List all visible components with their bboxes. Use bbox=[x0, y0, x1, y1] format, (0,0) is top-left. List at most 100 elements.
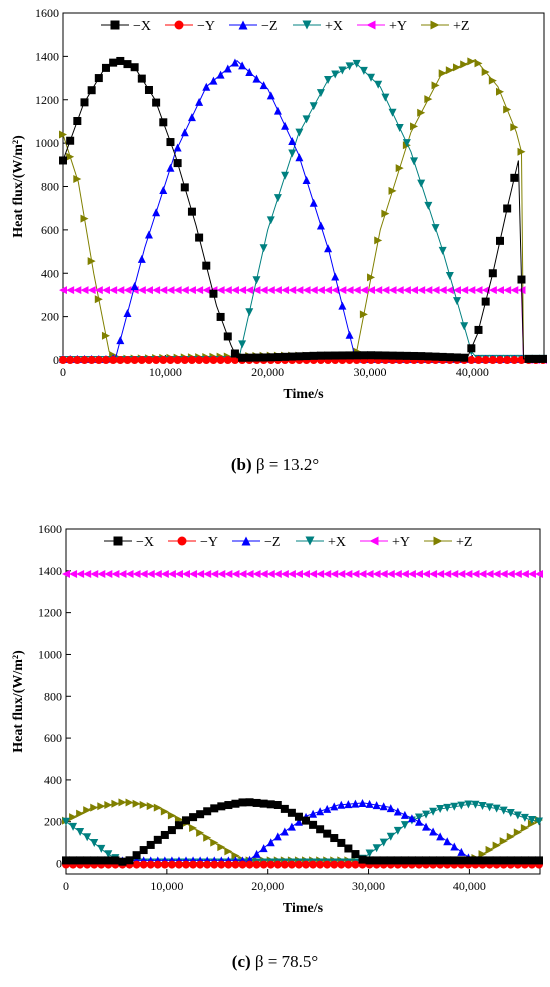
chart-b-data-point bbox=[438, 69, 447, 78]
chart-c-data-point bbox=[443, 803, 452, 812]
chart-b-data-point bbox=[281, 352, 290, 361]
chart-c-xtick-label: 10,000 bbox=[150, 879, 183, 893]
chart-c-x-axis-label: Time/s bbox=[283, 901, 324, 916]
chart-b-data-point bbox=[166, 356, 175, 364]
chart-c-data-point bbox=[520, 569, 529, 578]
chart-b-data-point bbox=[116, 356, 125, 364]
chart-b-data-point bbox=[338, 351, 347, 360]
chart-b-data-point bbox=[66, 286, 75, 295]
chart-b-ytick-label: 1200 bbox=[35, 93, 59, 107]
chart-panel-b: 0 200 400 600 800 1000 1200 1400 1600 0 10,000 20,0… bbox=[0, 0, 550, 480]
chart-b-data-point bbox=[209, 356, 218, 364]
chart-b-data-point bbox=[309, 351, 318, 360]
chart-c-data-point bbox=[422, 856, 431, 865]
chart-b-legend-marker bbox=[110, 20, 120, 30]
chart-b-data-point bbox=[531, 354, 540, 363]
chart-b-data-point bbox=[187, 356, 196, 364]
chart-b-data-point bbox=[59, 130, 67, 139]
chart-b-data-point bbox=[352, 286, 361, 295]
chart-b-data-point bbox=[517, 147, 526, 156]
chart-c-data-point bbox=[160, 569, 169, 578]
chart-b-data-point bbox=[80, 356, 89, 364]
chart-c-data-point bbox=[407, 856, 416, 865]
chart-b-data-point bbox=[503, 204, 512, 213]
chart-c-data-point bbox=[436, 856, 445, 865]
chart-b-data-point bbox=[431, 224, 440, 233]
chart-c-data-point bbox=[97, 856, 106, 865]
chart-c-data-point bbox=[224, 569, 233, 578]
chart-b-data-point bbox=[281, 286, 290, 295]
chart-b-data-point bbox=[331, 70, 340, 79]
chart-b-data-point bbox=[331, 286, 340, 295]
chart-b-data-point bbox=[417, 352, 426, 361]
chart-c-data-point bbox=[414, 569, 423, 578]
chart-b-data-point bbox=[467, 356, 476, 364]
chart-b-data-point bbox=[352, 351, 361, 360]
chart-b-data-point bbox=[374, 351, 383, 360]
chart-b-data-point bbox=[309, 198, 318, 207]
chart-c-legend-marker bbox=[113, 536, 123, 546]
chart-c-data-point bbox=[534, 569, 543, 578]
chart-c-data-point bbox=[196, 810, 205, 819]
chart-b-data-point bbox=[495, 87, 504, 96]
chart-c-data-point bbox=[266, 838, 275, 847]
chart-b-data-point bbox=[101, 286, 110, 295]
chart-c-data-point bbox=[492, 856, 501, 865]
chart-c-data-point bbox=[280, 569, 289, 578]
chart-c-data-point bbox=[118, 857, 127, 866]
chart-c-data-point bbox=[160, 830, 169, 839]
chart-b-data-point bbox=[338, 66, 347, 75]
chart-c-data-point bbox=[379, 838, 388, 847]
chart-b-data-point bbox=[245, 308, 254, 317]
chart-b-data-point bbox=[202, 261, 211, 270]
chart-c-data-point bbox=[167, 569, 176, 578]
chart-b-data-point bbox=[338, 286, 347, 295]
chart-c-data-point bbox=[189, 824, 198, 832]
chart-b-data-point bbox=[438, 352, 447, 361]
chart-b-data-point bbox=[410, 286, 419, 295]
chart-c-data-point bbox=[153, 860, 162, 869]
chart-b-data-point bbox=[453, 297, 462, 306]
chart-c-data-point bbox=[323, 829, 332, 838]
chart-b-legend-label: −Z bbox=[261, 19, 277, 34]
chart-c-data-point bbox=[146, 569, 155, 578]
chart-b-data-point bbox=[173, 159, 182, 168]
chart-c-data-point bbox=[69, 813, 78, 822]
chart-b-data-point bbox=[288, 136, 297, 145]
chart-c-data-point bbox=[76, 809, 85, 818]
chart-c-data-point bbox=[238, 798, 247, 807]
chart-c-data-point bbox=[217, 569, 226, 578]
chart-c-data-point bbox=[167, 826, 176, 835]
chart-b-data-point bbox=[73, 356, 82, 364]
chart-b-data-point bbox=[288, 352, 297, 361]
chart-c-data-point bbox=[351, 850, 360, 859]
chart-b-data-point bbox=[266, 91, 275, 100]
chart-c-data-point bbox=[217, 843, 226, 852]
chart-b-data-point bbox=[144, 85, 153, 94]
chart-b-legend-marker bbox=[430, 20, 440, 30]
chart-b-data-point bbox=[467, 286, 476, 295]
chart-c-ytick-label: 1000 bbox=[38, 647, 62, 661]
chart-c-data-point bbox=[527, 569, 536, 578]
chart-b-data-point bbox=[130, 63, 139, 72]
chart-b-data-point bbox=[109, 58, 118, 67]
chart-b-ytick-label: 1400 bbox=[35, 49, 59, 63]
chart-b-data-point bbox=[116, 286, 125, 295]
chart-c-data-point bbox=[471, 856, 480, 865]
chart-b-series-0 bbox=[59, 56, 547, 363]
chart-b-data-point bbox=[209, 76, 218, 85]
chart-b-data-point bbox=[195, 286, 204, 295]
chart-b-data-point bbox=[488, 356, 497, 364]
chart-b-data-point bbox=[273, 106, 282, 115]
chart-c-data-point bbox=[111, 569, 120, 578]
chart-c-data-point bbox=[174, 821, 183, 830]
chart-b-ytick-label: 200 bbox=[41, 310, 59, 324]
chart-c-data-point bbox=[252, 798, 261, 807]
chart-c-data-point bbox=[259, 844, 268, 853]
chart-c-data-point bbox=[372, 844, 381, 853]
chart-c-ytick-label: 1600 bbox=[38, 522, 62, 536]
chart-c-data-point bbox=[379, 802, 388, 811]
chart-c-data-point bbox=[160, 860, 169, 869]
chart-c-data-point bbox=[407, 569, 416, 578]
chart-b-data-point bbox=[374, 80, 383, 89]
